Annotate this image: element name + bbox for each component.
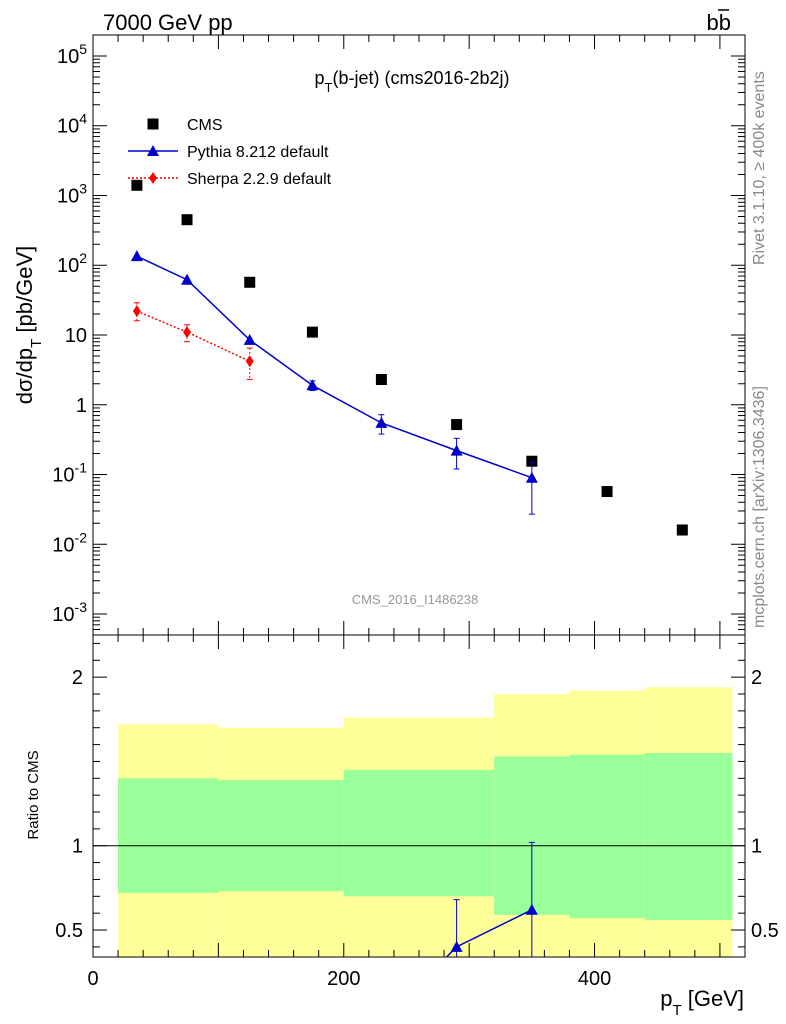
y-tick-label: 1 — [76, 395, 87, 417]
data-point — [245, 355, 254, 368]
x-tick-label: 200 — [327, 968, 360, 990]
data-point — [132, 305, 141, 318]
series-diamond — [132, 302, 254, 381]
process-label: bb — [707, 10, 732, 35]
mcplots-label: mcplots.cern.ch [arXiv:1306.3436] — [751, 386, 768, 628]
y-tick-label: 104 — [57, 111, 87, 138]
data-point — [601, 486, 613, 498]
process-label-bbar: b — [719, 10, 731, 35]
ratio-y-tick-label-right: 2 — [751, 667, 762, 689]
ratio-y-axis-label: Ratio to CMS — [25, 750, 42, 839]
inner-band — [644, 753, 733, 920]
data-point — [306, 379, 319, 391]
series-square — [131, 179, 688, 536]
data-point — [244, 276, 256, 288]
main-plot: 10-3 10-2 10-1 1 10 102 103 104 105 pT(b-jet) (c… — [12, 34, 746, 636]
data-point — [375, 374, 387, 386]
data-point — [525, 471, 538, 483]
data-point — [676, 524, 688, 536]
ratio-y-tick-label-right: 1 — [751, 836, 762, 858]
data-point — [243, 333, 256, 345]
x-axis-label: pT [GeV] — [660, 986, 744, 1019]
x-tick-label: 0 — [87, 968, 98, 990]
data-point — [131, 179, 143, 191]
y-tick-label: 105 — [57, 41, 87, 68]
inner-band — [343, 769, 495, 897]
rivet-label: Rivet 3.1.10, ≥ 400k events — [751, 71, 768, 265]
data-point — [130, 250, 143, 262]
y-tick-label: 10-3 — [52, 599, 87, 626]
ratio-uncertainty-bands — [93, 687, 745, 957]
ratio-y-tick-label: 0.5 — [55, 920, 83, 942]
data-point — [526, 455, 538, 467]
inner-band — [218, 779, 344, 892]
plot-title: pT(b-jet) (cms2016-2b2j) — [314, 68, 509, 95]
process-label-b: b — [707, 10, 719, 35]
y-tick-label: 103 — [57, 180, 87, 207]
legend-marker — [147, 118, 159, 130]
y-tick-label: 10 — [65, 325, 87, 347]
y-axis-label: dσ/dpT [pb/GeV] — [12, 246, 45, 405]
legend-label: Sherpa 2.2.9 default — [187, 171, 332, 188]
inner-band — [118, 778, 219, 893]
legend: CMS Pythia 8.212 default Sherpa 2.2.9 defa… — [128, 117, 332, 188]
y-tick-label: 10-1 — [52, 460, 87, 487]
data-point — [451, 419, 463, 431]
legend-label: Pythia 8.212 default — [187, 144, 329, 161]
ratio-axis-ticks: 0.5 0.5 1 1 2 2 0 200 400 — [55, 635, 779, 990]
ratio-y-tick-label: 2 — [72, 667, 83, 689]
data-point — [375, 416, 388, 428]
ratio-y-tick-label: 1 — [72, 836, 83, 858]
y-tick-label: 102 — [57, 250, 87, 277]
ratio-point — [450, 940, 463, 952]
main-series — [130, 179, 688, 536]
legend-marker — [149, 172, 157, 184]
analysis-watermark: CMS_2016_I1486238 — [352, 592, 479, 607]
data-point — [181, 214, 193, 226]
ratio-series-triangle — [446, 841, 538, 958]
data-point — [183, 326, 192, 339]
ratio-y-tick-label-right: 0.5 — [751, 920, 779, 942]
data-point — [181, 273, 194, 285]
series-line — [136, 310, 251, 362]
y-tick-label: 10-2 — [52, 529, 87, 556]
x-tick-label: 400 — [578, 968, 611, 990]
data-point — [450, 444, 463, 456]
ratio-point — [525, 903, 538, 915]
collision-energy-label: 7000 GeV pp — [103, 10, 233, 35]
inner-band — [569, 754, 645, 919]
series-triangle — [130, 250, 538, 515]
ratio-series — [446, 841, 538, 958]
main-axis-ticks: 10-3 10-2 10-1 1 10 102 103 104 105 — [52, 34, 746, 636]
legend-label: CMS — [187, 117, 223, 134]
legend-marker — [147, 145, 159, 156]
ratio-plot: 0.5 0.5 1 1 2 2 0 200 400 Ratio to CMS pT [GeV] — [25, 634, 779, 1019]
data-point — [306, 326, 318, 338]
